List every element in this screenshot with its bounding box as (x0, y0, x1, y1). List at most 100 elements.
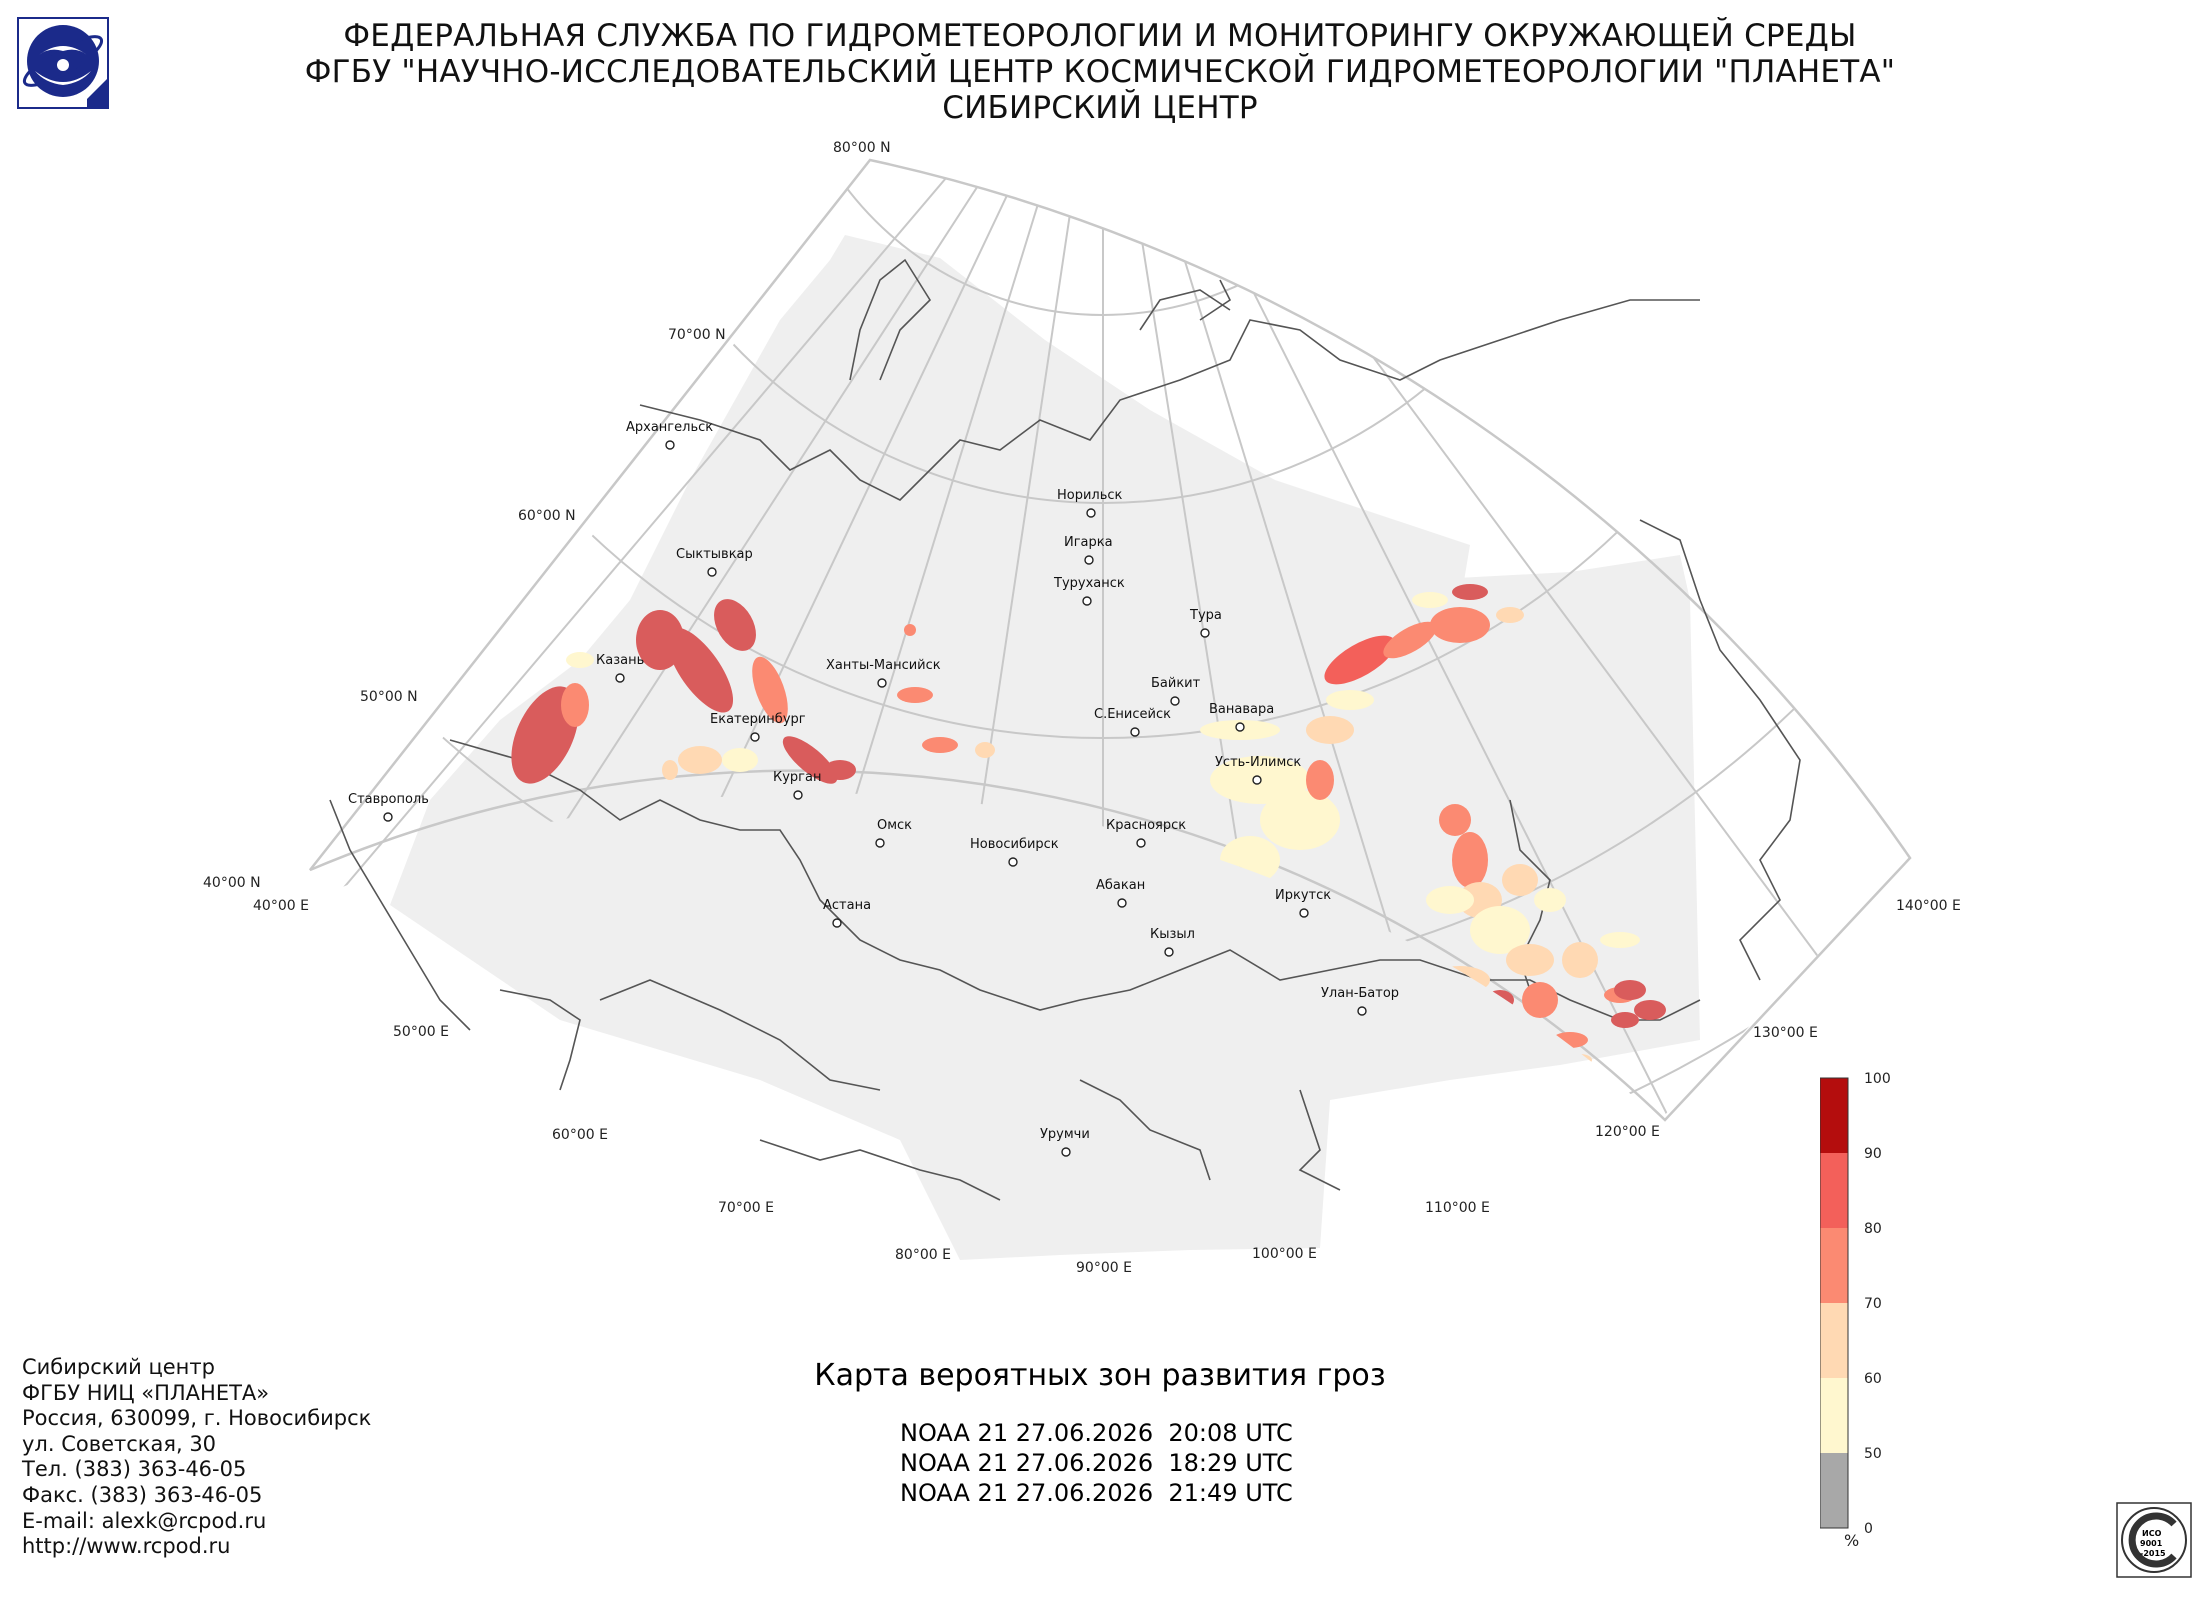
lon-label: 140°00 E (1896, 898, 1961, 914)
city-label: Новосибирск (970, 837, 1059, 852)
city-8: Новосибирск (970, 837, 1059, 867)
city-label: Курган (773, 770, 821, 785)
legend-tick: 80 (1864, 1221, 1882, 1237)
coastlines-borders (329, 258, 1801, 1201)
lon-label: 80°00 E (895, 1247, 951, 1263)
legend-swatch (1820, 1153, 1848, 1228)
contact-line: Тел. (383) 363-46-05 (22, 1457, 247, 1482)
legend-swatch (1820, 1378, 1848, 1453)
city-12: Туруханск (1053, 576, 1125, 606)
city-label: Иркутск (1275, 888, 1331, 903)
city-label: Астана (823, 898, 871, 913)
legend-swatch (1820, 1303, 1848, 1378)
legend-tick: 70 (1864, 1296, 1882, 1312)
city-2: Казань (596, 653, 644, 683)
city-15: Ванавара (1209, 702, 1274, 732)
city-label: Ханты-Мансийск (826, 658, 941, 673)
city-dot (832, 918, 842, 928)
city-dot (875, 838, 885, 848)
lon-label: 60°00 E (552, 1127, 608, 1143)
iso-certification-badge: ИСО 9001 -2015 (2116, 1502, 2192, 1578)
legend-colorbar: 100 90 80 70 60 50 0 % (1820, 1071, 1891, 1550)
city-dot (1170, 696, 1180, 706)
city-14: Байкит (1151, 676, 1201, 706)
city-9: Астана (823, 898, 871, 928)
legend-tick: 100 (1864, 1071, 1891, 1087)
legend-swatch (1820, 1078, 1848, 1153)
contact-line: ФГБУ НИЦ «ПЛАНЕТА» (22, 1380, 270, 1405)
contact-line: Факс. (383) 363-46-05 (22, 1482, 263, 1507)
latitude-labels: 80°00 N 70°00 N 60°00 N 50°00 N 40°00 N (203, 140, 891, 891)
city-dot (1061, 1147, 1071, 1157)
legend-tick: 0 (1864, 1521, 1873, 1537)
city-label: Екатеринбург (710, 712, 806, 727)
city-label: Улан-Батор (1321, 986, 1399, 1001)
city-1: Сыктывкар (676, 547, 753, 577)
legend-tick: 60 (1864, 1371, 1882, 1387)
city-label: Красноярск (1106, 818, 1186, 833)
city-label: Игарка (1064, 535, 1113, 550)
lon-label: 130°00 E (1753, 1025, 1818, 1041)
city-dot (1136, 838, 1146, 848)
planeta-logo (17, 17, 109, 109)
pass-line: NOAA 21 27.06.2026 18:29 UTC (900, 1449, 1293, 1477)
city-19: Абакан (1096, 878, 1145, 908)
city-17: Усть-Илимск (1215, 755, 1301, 785)
city-dot (1200, 628, 1210, 638)
header-line-3: СИБИРСКИЙ ЦЕНТР (942, 90, 1258, 126)
city-label: Абакан (1096, 878, 1145, 893)
city-dot (1008, 857, 1018, 867)
map-title: Карта вероятных зон развития гроз (814, 1358, 1386, 1393)
lat-label: 70°00 N (668, 327, 726, 343)
city-dot (1164, 947, 1174, 957)
city-10: Норильск (1057, 488, 1123, 518)
contact-line: ул. Советская, 30 (22, 1431, 217, 1456)
city-4: Ставрополь (348, 792, 429, 822)
city-label: Норильск (1057, 488, 1123, 503)
lat-label: 40°00 N (203, 875, 261, 891)
lon-label: 70°00 E (718, 1200, 774, 1216)
city-dot (1086, 508, 1096, 518)
city-dot (750, 732, 760, 742)
city-11: Игарка (1064, 535, 1113, 565)
city-5: Курган (773, 770, 821, 800)
city-markers: Архангельск Сыктывкар Казань Екатеринбург Ст… (348, 420, 1399, 1157)
city-dot (1082, 596, 1092, 606)
contact-email[interactable]: E-mail: alexk@rcpod.ru (22, 1508, 267, 1533)
city-dot (1357, 1006, 1367, 1016)
contact-url[interactable]: http://www.rcpod.ru (22, 1534, 231, 1559)
legend-unit: % (1844, 1531, 1859, 1550)
city-label: Туруханск (1053, 576, 1125, 591)
lon-label: 100°00 E (1252, 1246, 1317, 1262)
contact-line: Россия, 630099, г. Новосибирск (22, 1406, 372, 1431)
city-label: Урумчи (1040, 1127, 1090, 1142)
lat-label: 60°00 N (518, 508, 576, 524)
city-label: Усть-Илимск (1215, 755, 1301, 770)
city-dot (1299, 908, 1309, 918)
city-label: Ванавара (1209, 702, 1274, 717)
city-dot (1235, 722, 1245, 732)
city-23: Урумчи (1040, 1127, 1090, 1157)
longitude-labels: 40°00 E 50°00 E 60°00 E 70°00 E 80°00 E … (253, 898, 1961, 1276)
city-18: Красноярск (1106, 818, 1186, 848)
city-label: Архангельск (626, 420, 713, 435)
coverage-area (390, 235, 1700, 1260)
contact-block: Сибирский центр ФГБУ НИЦ «ПЛАНЕТА» Росси… (22, 1355, 371, 1560)
city-dot (383, 812, 393, 822)
city-16: С.Енисейск (1094, 707, 1171, 737)
city-21: Кызыл (1150, 927, 1195, 957)
header-line-2: ФГБУ "НАУЧНО-ИССЛЕДОВАТЕЛЬСКИЙ ЦЕНТР КОС… (304, 54, 1896, 90)
city-dot (1252, 775, 1262, 785)
svg-text:-2015: -2015 (2140, 1549, 2166, 1558)
city-dot (877, 678, 887, 688)
city-6: Ханты-Мансийск (826, 658, 941, 688)
city-dot (1117, 898, 1127, 908)
city-label: Кызыл (1150, 927, 1195, 942)
city-dot (707, 567, 717, 577)
city-3: Екатеринбург (710, 712, 806, 742)
satellite-passes: NOAA 21 27.06.2026 20:08 UTC NOAA 21 27.… (900, 1418, 1293, 1508)
city-20: Иркутск (1275, 888, 1331, 918)
city-dot (793, 790, 803, 800)
city-dot (615, 673, 625, 683)
